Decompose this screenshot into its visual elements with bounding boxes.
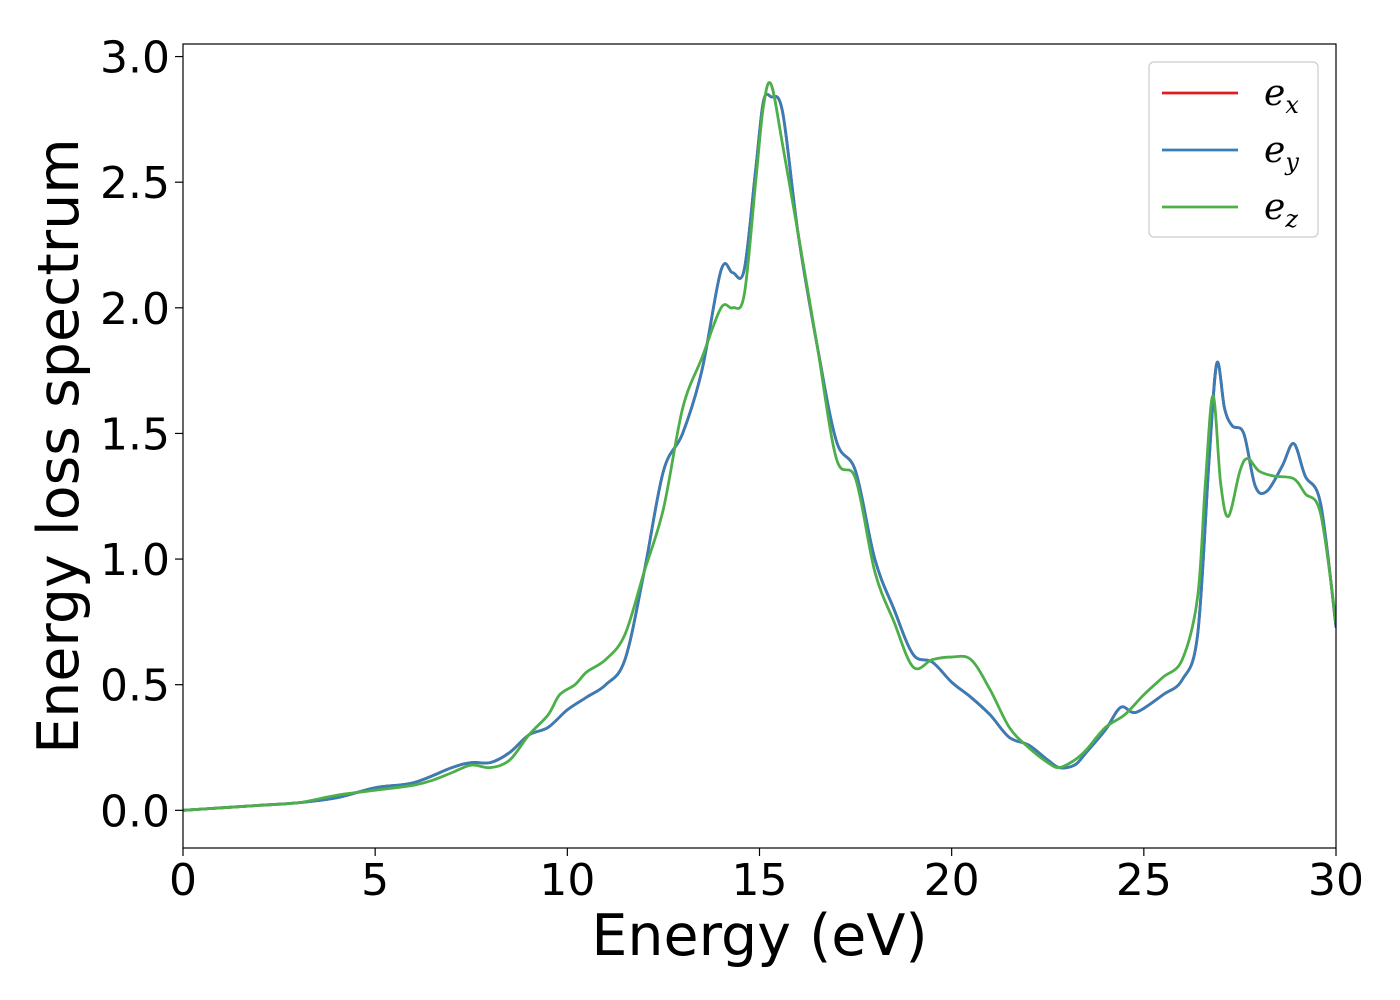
y-axis-ticks: 0.0 0.5 1.0 1.5 2.0 2.5 3.0 [100, 33, 183, 837]
x-axis-label: Energy (eV) [591, 903, 927, 969]
y-tick-label: 0.0 [100, 786, 170, 837]
y-tick-label: 2.5 [100, 158, 170, 209]
x-tick-label: 25 [1116, 855, 1172, 906]
x-tick-label: 30 [1308, 855, 1364, 906]
y-tick-label: 2.0 [100, 284, 170, 335]
x-tick-label: 5 [361, 855, 389, 906]
legend: ex ey ez [1148, 61, 1319, 238]
legend-label: ex [1264, 73, 1299, 119]
x-tick-label: 15 [732, 855, 788, 906]
y-tick-label: 1.0 [100, 535, 170, 586]
y-tick-label: 1.5 [100, 409, 170, 460]
series-line-e-z [183, 81, 1336, 812]
legend-label: ez [1264, 187, 1298, 233]
y-tick-label: 0.5 [100, 661, 170, 712]
legend-label: ey [1264, 130, 1299, 176]
x-tick-label: 0 [169, 855, 197, 906]
y-tick-label: 3.0 [100, 33, 170, 84]
x-tick-label: 10 [539, 855, 595, 906]
y-axis-label: Energy loss spectrum [26, 138, 92, 754]
x-tick-label: 20 [924, 855, 980, 906]
x-axis-ticks: 0 5 10 15 20 25 30 [169, 848, 1364, 906]
series-lines [183, 81, 1336, 812]
